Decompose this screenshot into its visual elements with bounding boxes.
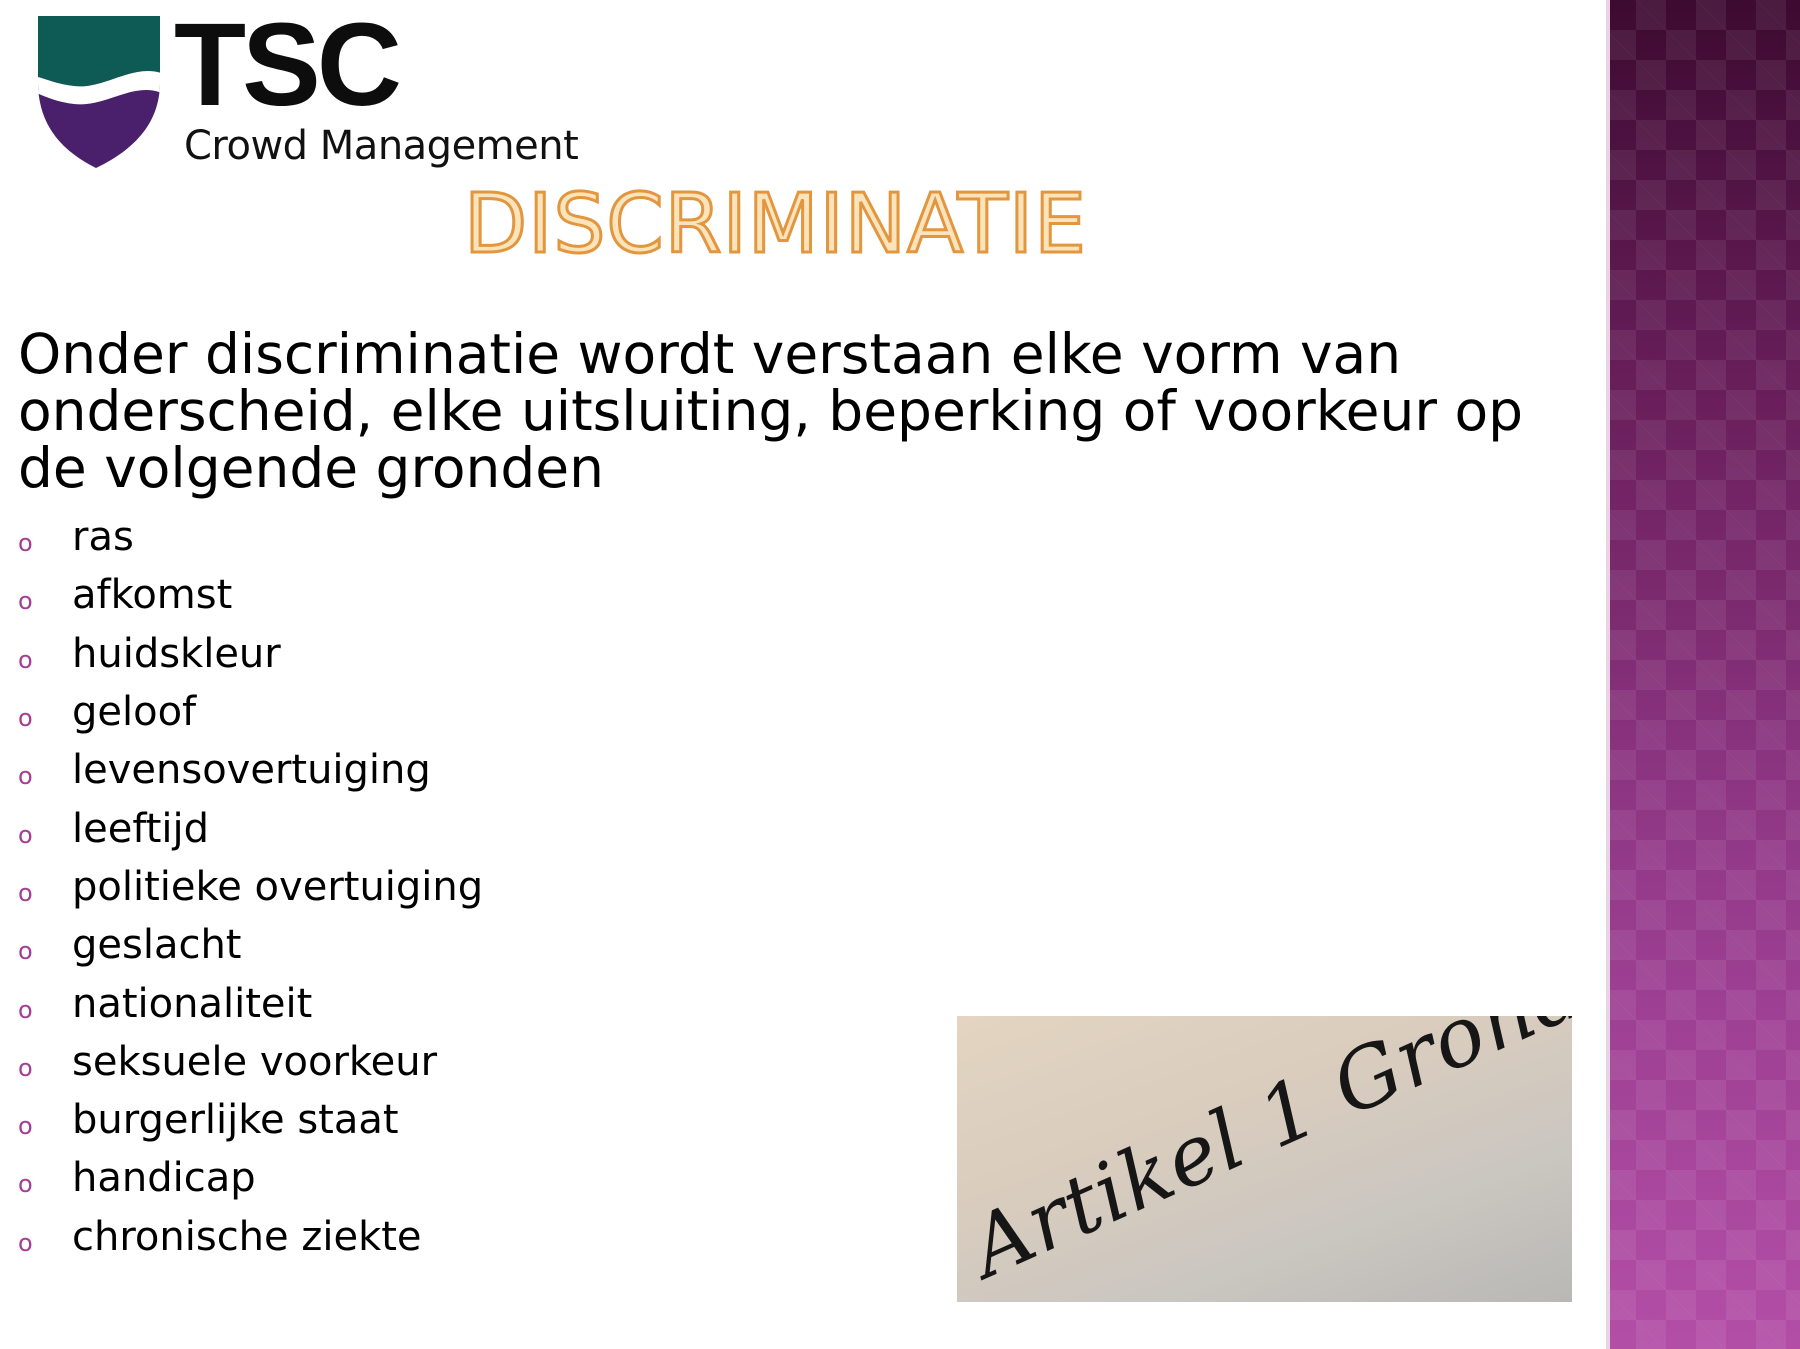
ground-label: geslacht (72, 922, 242, 969)
list-item: o ras (18, 508, 483, 566)
ground-label: nationaliteit (72, 980, 313, 1027)
bullet-icon: o (18, 529, 33, 558)
bullet-icon: o (18, 1170, 33, 1199)
list-item: o geslacht (18, 916, 483, 974)
ground-label: afkomst (72, 572, 233, 619)
list-item: o nationaliteit (18, 974, 483, 1032)
slide: TSC Crowd Management DISCRIMINATIE Onder… (18, 6, 1572, 1302)
ground-label: huidskleur (72, 630, 281, 677)
shield-icon (38, 16, 160, 168)
ground-label: geloof (72, 689, 197, 736)
list-item: o afkomst (18, 566, 483, 624)
logo-wordmark: TSC (174, 0, 402, 131)
slide-title: DISCRIMINATIE (463, 177, 1088, 272)
list-item: o geloof (18, 683, 483, 741)
list-item: o burgerlijke staat (18, 1091, 483, 1149)
ground-label: chronische ziekte (72, 1213, 422, 1260)
ground-label: seksuele voorkeur (72, 1038, 438, 1085)
bullet-icon: o (18, 645, 33, 674)
ground-label: burgerlijke staat (72, 1097, 399, 1144)
list-item: o leeftijd (18, 799, 483, 857)
ground-label: levensovertuiging (72, 747, 431, 794)
intro-paragraph: Onder discriminatie wordt verstaan elke … (18, 322, 1524, 500)
bullet-icon: o (18, 1053, 33, 1082)
bullet-icon: o (18, 1112, 33, 1141)
bullet-icon: o (18, 762, 33, 791)
caption-text: Artikel 1 Grondwet (957, 1016, 1572, 1299)
bullet-icon: o (18, 878, 33, 907)
ground-label: leeftijd (72, 805, 210, 852)
logo-tagline: Crowd Management (184, 123, 579, 169)
decorative-side-band (1606, 0, 1800, 1349)
list-item: o seksuele voorkeur (18, 1033, 483, 1091)
bullet-icon: o (18, 820, 33, 849)
list-item: o politieke overtuiging (18, 858, 483, 916)
tsc-logo: TSC Crowd Management (34, 6, 614, 182)
grounds-list: o ras o afkomst o huidskleur o geloof o leven… (18, 508, 483, 1266)
list-item: o levensovertuiging (18, 741, 483, 799)
ground-label: handicap (72, 1155, 256, 1202)
bullet-icon: o (18, 937, 33, 966)
bullet-icon: o (18, 704, 33, 733)
list-item: o chronische ziekte (18, 1208, 483, 1266)
bullet-icon: o (18, 995, 33, 1024)
handwriting-photo: Artikel 1 Grondwet (957, 1016, 1572, 1302)
ground-label: ras (72, 514, 134, 561)
list-item: o huidskleur (18, 625, 483, 683)
bullet-icon: o (18, 587, 33, 616)
ground-label: politieke overtuiging (72, 863, 484, 910)
list-item: o handicap (18, 1149, 483, 1207)
handwritten-caption: Artikel 1 Grondwet (957, 1016, 1572, 1299)
bullet-icon: o (18, 1228, 33, 1257)
